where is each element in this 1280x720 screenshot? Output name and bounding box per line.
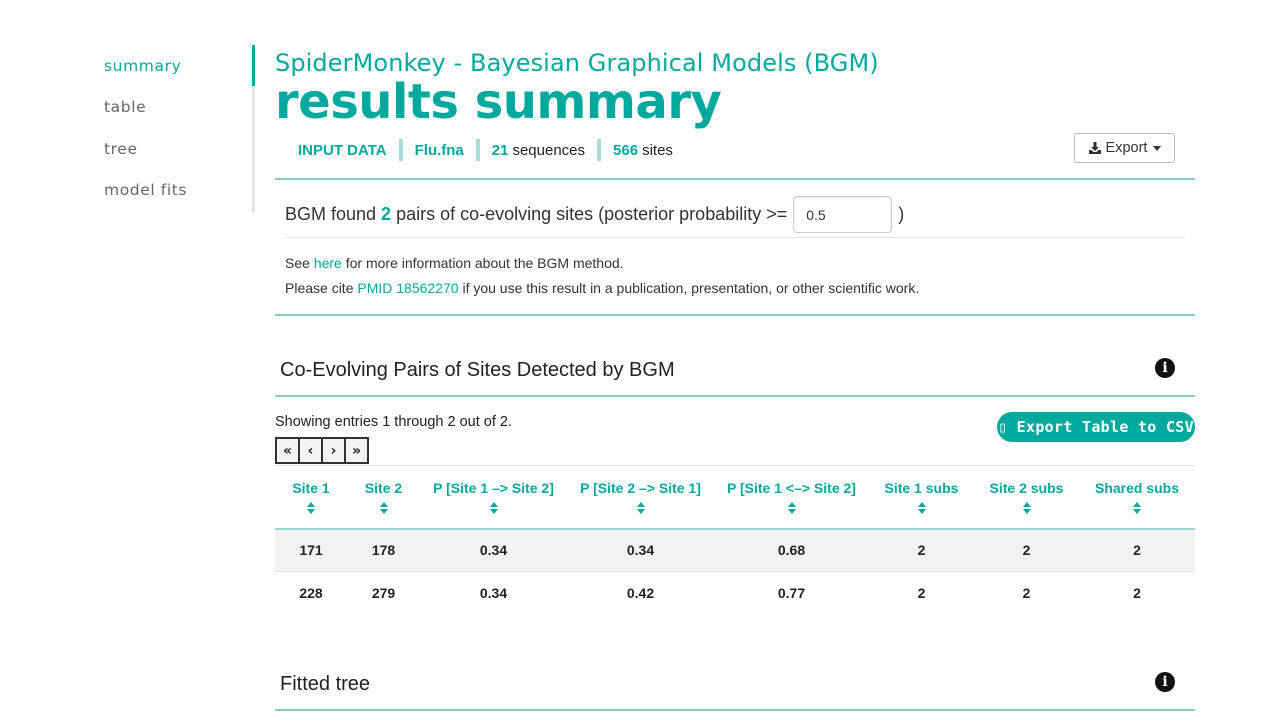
table-pager: « ‹ › » bbox=[275, 437, 369, 464]
column-label: P [Site 1 –> Site 2] bbox=[433, 480, 554, 496]
table-row: 228 279 0.34 0.42 0.77 2 2 2 bbox=[275, 572, 1195, 615]
column-label: Site 1 subs bbox=[884, 480, 959, 496]
column-label: Site 1 bbox=[292, 480, 330, 496]
divider bbox=[597, 139, 602, 161]
sort-icon[interactable] bbox=[307, 502, 315, 514]
column-header-p-bidirectional[interactable]: P [Site 1 <–> Site 2] bbox=[714, 465, 869, 530]
divider bbox=[398, 139, 403, 161]
sites-count: 566 bbox=[613, 141, 639, 159]
divider bbox=[275, 178, 1195, 180]
export-label: Export bbox=[1105, 140, 1148, 156]
column-header-site-2-subs[interactable]: Site 2 subs bbox=[974, 465, 1079, 530]
export-csv-button[interactable]: ▯ Export Table to CSV bbox=[997, 412, 1195, 442]
table-cell: 2 bbox=[869, 528, 974, 572]
pmid-link[interactable]: PMID 18562270 bbox=[357, 280, 459, 296]
info-icon[interactable]: i bbox=[1155, 358, 1175, 378]
sidebar-item-tree[interactable]: tree bbox=[104, 140, 138, 158]
chevron-down-icon bbox=[1153, 145, 1162, 151]
sidebar-item-summary[interactable]: summary bbox=[104, 57, 182, 75]
sort-icon[interactable] bbox=[489, 502, 498, 514]
export-dropdown-button[interactable]: Export bbox=[1074, 133, 1175, 163]
divider bbox=[275, 395, 1195, 397]
tree-section-title: Fitted tree bbox=[280, 673, 371, 695]
column-header-shared-subs[interactable]: Shared subs bbox=[1079, 465, 1195, 530]
table-cell: 228 bbox=[299, 585, 323, 602]
sequences-count: 21 bbox=[491, 141, 509, 159]
page-title: results summary bbox=[275, 74, 722, 130]
table-cell: 0.77 bbox=[777, 585, 806, 602]
found-suffix: ) bbox=[898, 204, 905, 224]
table-cell: 2 bbox=[974, 528, 1079, 572]
sort-icon[interactable] bbox=[379, 502, 388, 514]
sequences-label: sequences bbox=[512, 141, 586, 159]
input-data-label: INPUT DATA bbox=[298, 141, 387, 159]
sites-label: sites bbox=[642, 141, 673, 159]
pairs-table: Site 1 Site 2 P [Site 1 –> Site 2] P [Si… bbox=[275, 465, 1195, 615]
divider bbox=[275, 314, 1195, 316]
table-cell: 2 bbox=[1079, 528, 1195, 572]
app-title: SpiderMonkey - Bayesian Graphical Models… bbox=[275, 49, 879, 77]
found-prefix: BGM found bbox=[285, 204, 377, 224]
see-prefix: See bbox=[285, 255, 310, 271]
column-header-site-1-subs[interactable]: Site 1 subs bbox=[869, 465, 974, 530]
posterior-threshold-input[interactable] bbox=[793, 196, 893, 233]
column-header-p-1-to-2[interactable]: P [Site 1 –> Site 2] bbox=[420, 465, 567, 530]
table-cell: 0.42 bbox=[626, 585, 655, 602]
sidebar-item-model-fits[interactable]: model fits bbox=[104, 181, 188, 199]
table-cell: 0.34 bbox=[567, 528, 714, 572]
info-icon[interactable]: i bbox=[1155, 672, 1175, 692]
table-cell: 171 bbox=[275, 528, 347, 572]
method-info-line: See here for more information about the … bbox=[285, 255, 624, 271]
table-cell: 2 bbox=[1022, 585, 1031, 602]
see-suffix: for more information about the BGM metho… bbox=[345, 255, 624, 271]
divider bbox=[475, 139, 480, 161]
found-summary: BGM found 2 pairs of co-evolving sites (… bbox=[285, 196, 904, 233]
pager-prev-button[interactable]: ‹ bbox=[298, 437, 323, 464]
table-cell: 279 bbox=[371, 585, 396, 602]
citation-line: Please cite PMID 18562270 if you use thi… bbox=[285, 280, 919, 296]
pager-last-button[interactable]: » bbox=[344, 437, 369, 464]
cite-suffix: if you use this result in a publication,… bbox=[462, 280, 920, 296]
method-info-link[interactable]: here bbox=[313, 255, 342, 271]
sidebar-nav: summary table tree model fits bbox=[104, 45, 256, 212]
sort-icon[interactable] bbox=[917, 502, 926, 514]
sidebar-active-indicator bbox=[252, 45, 255, 86]
column-label: P [Site 2 –> Site 1] bbox=[580, 480, 701, 496]
column-header-site-2[interactable]: Site 2 bbox=[347, 465, 420, 530]
sort-icon[interactable] bbox=[1133, 502, 1141, 514]
table-cell: 2 bbox=[917, 585, 926, 602]
sort-icon[interactable] bbox=[636, 502, 645, 514]
pairs-count: 2 bbox=[381, 204, 392, 224]
file-name: Flu.fna bbox=[414, 141, 464, 159]
sort-icon[interactable] bbox=[787, 502, 796, 514]
column-header-p-2-to-1[interactable]: P [Site 2 –> Site 1] bbox=[567, 465, 714, 530]
sidebar-rail bbox=[252, 45, 255, 212]
divider bbox=[275, 709, 1195, 711]
table-cell: 0.34 bbox=[479, 585, 508, 602]
table-cell: 2 bbox=[1133, 585, 1141, 602]
column-label: Shared subs bbox=[1094, 480, 1180, 496]
sort-icon[interactable] bbox=[1022, 502, 1031, 514]
pager-next-button[interactable]: › bbox=[321, 437, 346, 464]
sidebar-item-table[interactable]: table bbox=[104, 98, 147, 116]
divider bbox=[285, 237, 1185, 238]
table-cell: 0.34 bbox=[420, 528, 567, 572]
column-label: Site 2 subs bbox=[989, 480, 1064, 496]
column-header-site-1[interactable]: Site 1 bbox=[275, 465, 347, 530]
pairs-section-title: Co-Evolving Pairs of Sites Detected by B… bbox=[280, 359, 675, 381]
table-cell: 0.68 bbox=[714, 528, 869, 572]
cite-prefix: Please cite bbox=[285, 280, 354, 296]
table-row: 171 178 0.34 0.34 0.68 2 2 2 bbox=[275, 528, 1195, 572]
table-cell: 178 bbox=[347, 528, 420, 572]
entries-status: Showing entries 1 through 2 out of 2. bbox=[275, 414, 512, 430]
download-icon bbox=[1088, 142, 1101, 154]
column-label: Site 2 bbox=[364, 480, 403, 496]
column-label: P [Site 1 <–> Site 2] bbox=[727, 480, 856, 496]
pager-first-button[interactable]: « bbox=[275, 437, 300, 464]
found-middle: pairs of co-evolving sites (posterior pr… bbox=[396, 204, 788, 224]
input-data-row: INPUT DATA Flu.fna 21 sequences 566 site… bbox=[298, 138, 673, 162]
